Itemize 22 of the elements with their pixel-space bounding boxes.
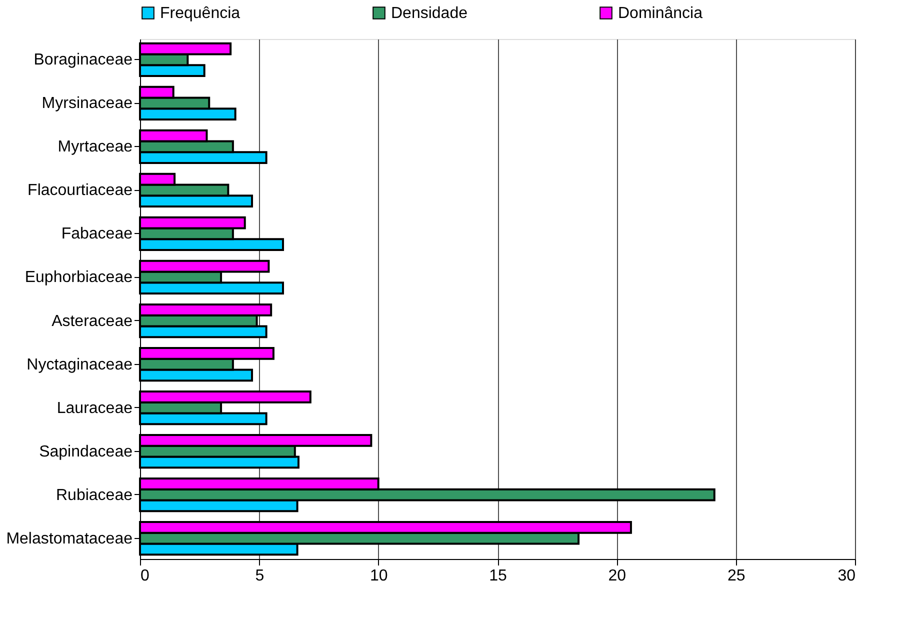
y-tick-label: Fabaceae	[61, 226, 133, 243]
y-tick-label: Melastomataceae	[6, 530, 133, 548]
y-tick-label: Asteraceae	[52, 312, 133, 330]
y-tick-label: Euphorbiaceae	[24, 269, 133, 286]
x-tick-label: 15	[489, 568, 507, 584]
legend-label: Frequência	[160, 5, 240, 22]
x-tick-label: 20	[608, 568, 626, 584]
y-tick-label: Lauraceae	[56, 400, 133, 417]
y-tick-label: Myrsinaceae	[42, 95, 133, 112]
x-tick-label: 25	[727, 568, 746, 584]
y-tick-label: Sapindaceae	[39, 443, 133, 460]
y-tick-label: Nyctaginaceae	[26, 356, 133, 374]
x-tick-label: 10	[370, 568, 388, 584]
legend-label: Densidade	[391, 5, 468, 22]
y-tick-label: Myrtaceae	[58, 138, 133, 156]
y-tick-label: Rubiaceae	[56, 486, 133, 504]
y-tick-label: Flacourtiaceae	[28, 182, 133, 200]
legend-label: Dominância	[618, 5, 703, 22]
x-tick-label: 30	[838, 568, 856, 584]
x-tick-label: 0	[140, 568, 150, 584]
y-tick-label: Boraginaceae	[34, 52, 133, 69]
x-tick-label: 5	[255, 568, 264, 584]
